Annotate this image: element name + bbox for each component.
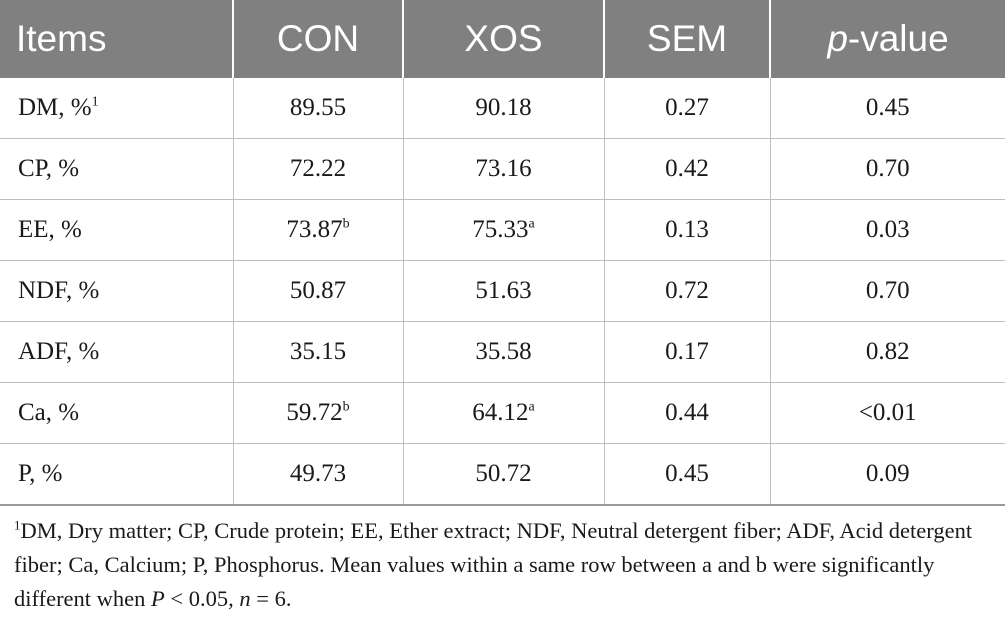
header-sem: SEM	[603, 0, 770, 78]
header-value-text: -value	[847, 18, 949, 59]
cell-sem: 0.17	[603, 321, 770, 383]
cell-p-value: 0.45	[769, 78, 1005, 139]
cell-xos: 73.16	[402, 138, 604, 200]
table-row: P, % 49.73 50.72 0.45 0.09	[0, 443, 1005, 506]
cell-xos: 50.72	[402, 443, 604, 506]
cell-xos-superscript: a	[528, 216, 535, 232]
cell-xos-value: 51.63	[475, 277, 532, 304]
table-body: DM, %1 89.55 90.18 0.27 0.45 CP, % 72.22 73.16 0…	[0, 78, 1005, 506]
cell-sem: 0.13	[603, 199, 770, 261]
header-items: Items	[0, 0, 233, 78]
cell-sem: 0.44	[603, 382, 770, 444]
footnote-p-symbol: P	[151, 586, 165, 611]
cell-sem-value: 0.72	[665, 277, 709, 304]
cell-item: EE, %	[0, 199, 233, 261]
table-row: ADF, % 35.15 35.58 0.17 0.82	[0, 321, 1005, 383]
cell-p-value: 0.03	[769, 199, 1005, 261]
data-table: Items CON XOS SEM p-value DM, %1 89.55 90.…	[0, 0, 1005, 506]
footnote-text-2: < 0.05,	[164, 586, 240, 611]
cell-sem: 0.72	[603, 260, 770, 322]
cell-con: 72.22	[232, 138, 403, 200]
cell-sem: 0.45	[603, 443, 770, 506]
cell-item-value: P, %	[18, 460, 63, 487]
header-p-value: p-value	[769, 0, 1005, 78]
cell-sem-value: 0.42	[665, 155, 709, 182]
cell-item-value: DM, %	[18, 94, 92, 121]
cell-p-value: 0.70	[769, 138, 1005, 200]
cell-p-value: <0.01	[769, 382, 1005, 444]
cell-xos: 51.63	[402, 260, 604, 322]
cell-p-value: 0.70	[769, 260, 1005, 322]
cell-xos-value: 50.72	[475, 460, 532, 487]
cell-item: P, %	[0, 443, 233, 506]
cell-sem: 0.27	[603, 78, 770, 139]
footnote-marker: 1	[14, 517, 21, 533]
cell-item: ADF, %	[0, 321, 233, 383]
footnote-text-3: = 6.	[250, 586, 292, 611]
header-row: Items CON XOS SEM p-value	[0, 0, 1005, 78]
cell-item-superscript: 1	[91, 94, 99, 110]
cell-con: 49.73	[232, 443, 403, 506]
cell-xos-value: 75.33	[472, 216, 529, 243]
cell-sem-value: 0.27	[665, 94, 709, 121]
cell-con: 89.55	[232, 78, 403, 139]
table-footnote: 1DM, Dry matter; CP, Crude protein; EE, …	[14, 514, 999, 616]
cell-p-value-value: 0.82	[865, 338, 910, 365]
cell-con: 35.15	[232, 321, 403, 383]
cell-p-value: 0.09	[769, 443, 1005, 506]
cell-xos: 35.58	[402, 321, 604, 383]
cell-con: 59.72b	[232, 382, 403, 444]
cell-con-value: 59.72	[286, 399, 343, 426]
cell-item: Ca, %	[0, 382, 233, 444]
cell-item: NDF, %	[0, 260, 233, 322]
cell-item-value: CP, %	[18, 155, 80, 182]
header-p-symbol: p	[827, 18, 848, 59]
cell-con: 50.87	[232, 260, 403, 322]
header-con: CON	[232, 0, 403, 78]
cell-item-value: EE, %	[18, 216, 82, 243]
cell-con-value: 89.55	[289, 94, 347, 121]
cell-p-value-value: 0.70	[865, 155, 910, 182]
cell-item: CP, %	[0, 138, 233, 200]
footnote-text-1: DM, Dry matter; CP, Crude protein; EE, E…	[14, 518, 973, 611]
cell-sem-value: 0.45	[665, 460, 709, 487]
cell-xos-value: 64.12	[472, 399, 529, 426]
cell-p-value-value: 0.03	[865, 216, 910, 243]
cell-xos-value: 90.18	[475, 94, 532, 121]
cell-xos-value: 35.58	[475, 338, 532, 365]
cell-xos: 90.18	[402, 78, 604, 139]
cell-item-value: Ca, %	[18, 399, 80, 426]
cell-p-value-value: 0.70	[865, 277, 910, 304]
table-row: CP, % 72.22 73.16 0.42 0.70	[0, 138, 1005, 200]
cell-sem-value: 0.17	[665, 338, 709, 365]
cell-xos: 64.12a	[402, 382, 604, 444]
cell-p-value-value: 0.09	[865, 460, 910, 487]
cell-xos: 75.33a	[402, 199, 604, 261]
cell-p-value-value: 0.45	[865, 94, 910, 121]
cell-con-superscript: b	[342, 399, 350, 415]
cell-con-value: 35.15	[289, 338, 347, 365]
cell-p-value-value: <0.01	[858, 399, 917, 426]
footnote-n-symbol: n	[239, 586, 251, 611]
cell-con: 73.87b	[232, 199, 403, 261]
header-xos: XOS	[402, 0, 604, 78]
cell-item-value: ADF, %	[18, 338, 100, 365]
cell-xos-superscript: a	[528, 399, 535, 415]
cell-con-value: 49.73	[289, 460, 347, 487]
cell-con-superscript: b	[342, 216, 350, 232]
cell-sem-value: 0.44	[665, 399, 709, 426]
cell-item-value: NDF, %	[18, 277, 100, 304]
table-row: EE, % 73.87b 75.33a 0.13 0.03	[0, 199, 1005, 261]
cell-con-value: 50.87	[289, 277, 347, 304]
table-row: NDF, % 50.87 51.63 0.72 0.70	[0, 260, 1005, 322]
cell-sem-value: 0.13	[665, 216, 709, 243]
cell-con-value: 72.22	[289, 155, 347, 182]
table-row: DM, %1 89.55 90.18 0.27 0.45	[0, 78, 1005, 139]
cell-xos-value: 73.16	[475, 155, 532, 182]
cell-item: DM, %1	[0, 78, 233, 139]
cell-p-value: 0.82	[769, 321, 1005, 383]
table-row: Ca, % 59.72b 64.12a 0.44 <0.01	[0, 382, 1005, 444]
cell-sem: 0.42	[603, 138, 770, 200]
cell-con-value: 73.87	[286, 216, 343, 243]
